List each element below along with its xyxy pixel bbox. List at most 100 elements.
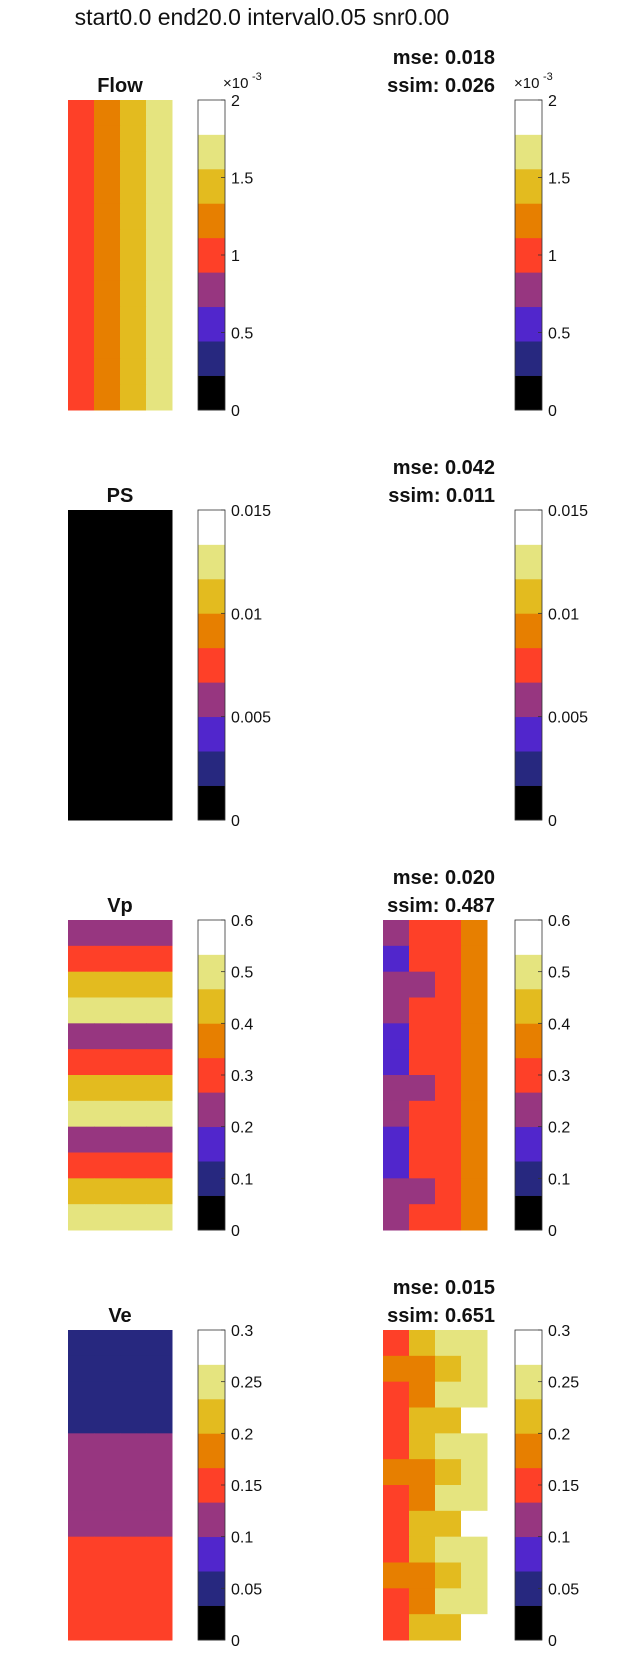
truth-cell (146, 561, 173, 588)
colorbar-swatch (198, 1605, 225, 1641)
colorbar-tick-label: 0.3 (231, 1068, 253, 1085)
estimate-cell (435, 1049, 462, 1076)
estimate-cell (461, 971, 488, 998)
truth-cell (68, 1433, 95, 1460)
truth-cell (68, 151, 95, 178)
colorbar-swatch (198, 510, 225, 545)
estimate-cell (409, 1562, 436, 1589)
ssim-label-vp: ssim: 0.487 (387, 895, 495, 917)
truth-cell (94, 1355, 121, 1383)
colorbar-swatch (515, 168, 542, 204)
estimate-cell (435, 1355, 462, 1383)
truth-cell (146, 1355, 173, 1383)
truth-cell (68, 997, 95, 1024)
estimate-cell (435, 1381, 462, 1408)
truth-cell (146, 1152, 173, 1179)
colorbar-tick-label: 0.01 (231, 606, 262, 623)
estimate-cell (435, 742, 462, 769)
estimate-cell (435, 945, 462, 973)
colorbar-tick-label: 0.25 (231, 1375, 262, 1392)
truth-cell (146, 306, 173, 333)
estimate-cell (461, 151, 488, 178)
truth-cell (94, 587, 121, 614)
exponent-estimate-flow: ×10 -3 (514, 71, 553, 92)
estimate-cell (383, 971, 410, 998)
colorbar-swatch (198, 1398, 225, 1434)
estimate-cell (435, 1100, 462, 1128)
colorbar-swatch (198, 1502, 225, 1538)
truth-cell (146, 1075, 173, 1102)
estimate-cell (461, 1459, 488, 1486)
estimate-cell (461, 742, 488, 769)
truth-cell (146, 1459, 173, 1486)
truth-cell (68, 1614, 95, 1641)
estimate-heatmap-ps (383, 510, 488, 821)
estimate-cell (461, 920, 488, 947)
estimate-cell (461, 1126, 488, 1153)
truth-cell (94, 1204, 121, 1231)
estimate-cell (435, 665, 462, 692)
truth-cell (68, 1126, 95, 1153)
estimate-cell (383, 945, 410, 973)
estimate-cell (409, 1023, 436, 1050)
estimate-cell (383, 535, 410, 563)
estimate-cell (383, 125, 410, 153)
truth-cell (120, 151, 147, 178)
estimate-cell (409, 1614, 436, 1641)
estimate-cell (435, 384, 462, 411)
estimate-cell (461, 613, 488, 640)
estimate-cell (409, 716, 436, 743)
truth-cell (146, 613, 173, 640)
truth-cell (146, 1536, 173, 1563)
estimate-cell (435, 794, 462, 821)
estimate-cell (409, 997, 436, 1024)
colorbar-swatch (515, 100, 542, 135)
estimate-cell (461, 768, 488, 795)
colorbar-swatch (198, 682, 225, 718)
estimate-cell (435, 535, 462, 563)
colorbar-frame (514, 509, 543, 821)
colorbar-tick-label: 0.05 (548, 1581, 579, 1598)
colorbar-tick-label: 1 (548, 248, 557, 265)
estimate-cell (435, 1536, 462, 1563)
truth-cell (68, 1485, 95, 1512)
estimate-cell (461, 1536, 488, 1563)
colorbar-swatch (198, 1330, 225, 1365)
estimate-cell (383, 1588, 410, 1615)
colorbar-swatch (198, 751, 225, 786)
truth-cell (120, 1204, 147, 1231)
truth-cell (120, 561, 147, 588)
estimate-cell (435, 561, 462, 588)
colorbar-swatch (515, 578, 542, 614)
estimate-cell (409, 255, 436, 282)
estimate-cell (409, 1204, 436, 1231)
colorbar-tick-label: 0.6 (548, 913, 570, 930)
estimate-cell (435, 1152, 462, 1179)
colorbar-swatch (198, 1364, 225, 1400)
truth-cell (94, 384, 121, 411)
panel-title-vp: Vp (107, 895, 133, 917)
truth-cell (94, 1536, 121, 1563)
estimate-cell (409, 1485, 436, 1512)
truth-cell (68, 255, 95, 282)
estimate-cell (461, 997, 488, 1024)
truth-cell (120, 510, 147, 537)
truth-cell (94, 203, 121, 230)
colorbar-swatch (515, 341, 542, 376)
estimate-cell (435, 1075, 462, 1102)
estimate-cell (409, 920, 436, 947)
truth-cell (68, 332, 95, 359)
estimate-cell (461, 358, 488, 385)
truth-cell (120, 332, 147, 359)
estimate-cell (409, 1536, 436, 1563)
estimate-cell (435, 587, 462, 614)
colorbar-swatch (515, 544, 542, 580)
truth-cell (120, 1049, 147, 1076)
truth-cell (68, 1562, 95, 1589)
estimate-cell (435, 332, 462, 359)
truth-cell (120, 1126, 147, 1153)
truth-cell (94, 613, 121, 640)
truth-cell (68, 1178, 95, 1205)
estimate-cell (461, 384, 488, 411)
colorbar-swatch (198, 1467, 225, 1503)
